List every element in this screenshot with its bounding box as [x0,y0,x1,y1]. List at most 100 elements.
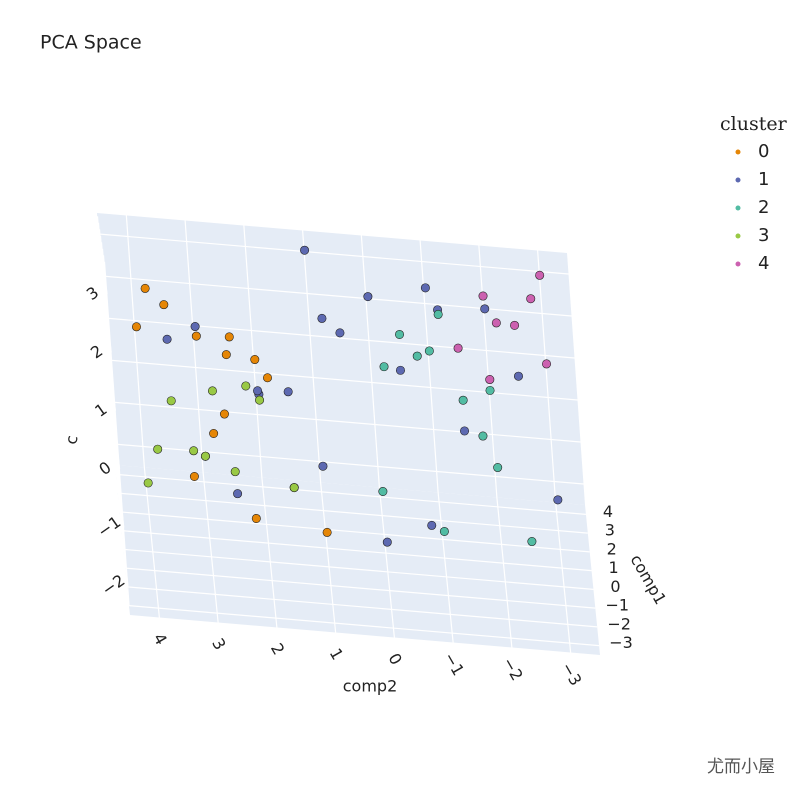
data-point [159,300,169,310]
x-tick-label: −2 [607,614,631,633]
grid-line [143,467,160,618]
data-point [480,304,490,314]
grid-line [127,586,598,628]
grid-line [320,482,337,633]
grid-line [103,317,117,411]
grid-line [243,225,263,478]
grid-line [115,473,586,515]
data-point [318,461,328,471]
data-point [300,245,310,255]
data-point [493,463,503,473]
x-tick-label: 4 [603,502,613,521]
grid-line [96,216,117,475]
grid-line [119,511,590,553]
data-point [241,381,251,391]
data-point [363,292,373,302]
data-point [207,386,217,396]
grid-line [419,240,439,493]
data-point [283,387,293,397]
data-point [250,355,260,365]
grid-line [378,487,395,638]
grid-line [109,401,125,528]
chart-title: PCA Space [40,32,142,54]
back-wall [97,213,585,505]
data-point [189,471,199,481]
data-point [233,489,243,499]
grid-line [125,567,596,609]
data-point [491,318,501,328]
data-point [317,313,327,323]
grid-line [125,215,145,468]
data-point [478,291,488,301]
data-point [424,346,434,356]
data-point [153,444,163,454]
data-point [191,331,201,341]
data-point [379,362,389,372]
data-point [420,283,430,293]
grid-line [101,275,572,317]
data-point [255,395,265,405]
data-point [253,386,263,396]
data-point [553,495,563,505]
x-tick-label: 3 [605,521,615,540]
data-point [289,483,299,493]
grid-line [121,530,592,572]
data-point [251,513,261,523]
grid-line [117,492,588,534]
data-point [143,478,153,488]
x-tick-label: −3 [609,633,633,652]
grid-line [555,502,572,653]
data-point [526,294,536,304]
floor [115,465,600,655]
grid-line [302,230,322,483]
legend-label: 1 [758,169,769,190]
grid-line [104,317,575,359]
grid-line [106,359,121,470]
data-point [395,365,405,375]
legend-marker [735,149,741,155]
data-point [527,537,537,547]
grid-line [537,250,557,503]
z-axis-title: c [61,434,81,446]
x-tick-label: 0 [610,577,620,596]
data-point [262,373,272,383]
grid-line [478,245,498,498]
data-point [335,328,345,338]
grid-line [202,472,219,623]
data-point [224,332,234,342]
grid-line [107,359,578,401]
grid-line [123,548,594,590]
grid-line [437,492,454,643]
grid-line [112,443,129,586]
grid-line [496,497,513,648]
grid-line [184,220,204,473]
data-point [458,395,468,405]
data-point [230,467,240,477]
data-point [382,537,392,547]
data-point [200,451,210,461]
data-point [219,409,229,419]
legend-title: cluster [720,113,788,135]
data-point [478,431,488,441]
data-point [131,322,141,332]
data-point [166,396,176,406]
data-point [542,359,552,369]
watermark: 尤而小屋 [707,757,775,777]
data-point [209,428,219,438]
legend-marker [735,261,741,267]
data-point [322,527,332,537]
data-point [453,343,463,353]
grid-line [129,605,600,647]
data-point [140,283,150,293]
grid-line [110,401,581,443]
data-point [535,270,545,280]
legend-label: 3 [758,225,769,246]
data-point [485,385,495,395]
legend-marker [735,233,741,239]
data-point [513,371,523,381]
legend-marker [735,205,741,211]
data-point [412,351,422,361]
x-tick-label: −1 [606,596,630,615]
grid-line [98,233,569,275]
